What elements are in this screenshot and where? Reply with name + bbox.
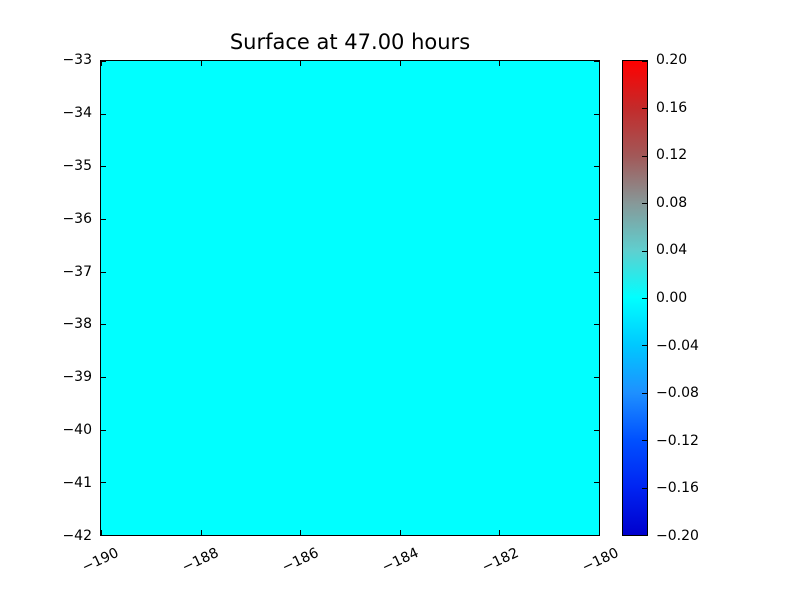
y-tick-mark bbox=[594, 113, 599, 115]
colorbar-tick-label: −0.20 bbox=[656, 527, 699, 544]
y-tick-mark bbox=[594, 166, 599, 168]
colorbar-tick-label: 0.00 bbox=[656, 289, 688, 306]
y-tick-mark bbox=[642, 108, 647, 110]
x-tick-mark bbox=[599, 61, 600, 66]
x-tick-mark bbox=[300, 530, 302, 535]
y-tick-label: −33 bbox=[62, 52, 92, 68]
y-tick-mark bbox=[594, 376, 599, 378]
x-axis-tick-labels: −190 −188 −186 −184 −182 −180 bbox=[79, 537, 621, 582]
colorbar-tick-label: 0.04 bbox=[656, 242, 688, 259]
y-tick-mark bbox=[642, 250, 647, 252]
x-tick-label: −184 bbox=[379, 545, 421, 576]
colorbar-tick-label: −0.16 bbox=[656, 480, 699, 497]
colorbar-tick-labels: 0.20 0.16 0.12 0.08 0.04 0.00 −0.04 −0.0… bbox=[656, 51, 699, 545]
y-tick-mark bbox=[642, 345, 647, 347]
y-tick-mark bbox=[642, 203, 647, 205]
x-tick-mark bbox=[200, 530, 202, 535]
x-tick-mark bbox=[200, 61, 202, 66]
y-tick-mark bbox=[101, 376, 106, 378]
colorbar-tick-label: 0.08 bbox=[656, 194, 688, 211]
y-tick-mark bbox=[594, 271, 599, 273]
y-axis-tick-labels: −33 −34 −35 −36 −37 −38 −39 −40 −41 −42 bbox=[0, 51, 92, 545]
colorbar-tick-label: 0.12 bbox=[656, 147, 688, 164]
y-tick-mark bbox=[101, 218, 106, 220]
y-tick-mark bbox=[594, 429, 599, 431]
colorbar-tick-label: 0.16 bbox=[656, 99, 688, 116]
y-tick-mark bbox=[101, 61, 106, 62]
y-tick-label: −37 bbox=[62, 263, 92, 280]
y-tick-mark bbox=[642, 61, 647, 62]
y-tick-mark bbox=[594, 218, 599, 220]
colorbar-tick-label: 0.20 bbox=[656, 52, 688, 68]
y-tick-label: −42 bbox=[62, 527, 92, 544]
x-tick-mark bbox=[101, 530, 102, 535]
y-tick-mark bbox=[642, 487, 647, 489]
x-tick-label: −180 bbox=[579, 545, 621, 576]
y-tick-mark bbox=[101, 324, 106, 326]
x-tick-mark bbox=[499, 61, 501, 66]
y-tick-label: −41 bbox=[62, 475, 92, 491]
y-tick-mark bbox=[594, 61, 599, 62]
x-tick-mark bbox=[300, 61, 302, 66]
y-tick-label: −38 bbox=[62, 316, 92, 333]
x-tick-label: −182 bbox=[479, 545, 521, 576]
y-tick-mark bbox=[101, 166, 106, 168]
x-tick-mark bbox=[399, 61, 401, 66]
y-tick-mark bbox=[642, 155, 647, 157]
x-tick-mark bbox=[101, 61, 102, 66]
colorbar-tick-label: −0.04 bbox=[656, 337, 699, 354]
y-tick-mark bbox=[642, 440, 647, 442]
y-tick-mark bbox=[101, 271, 106, 273]
colorbar-tick-label: −0.08 bbox=[656, 385, 699, 402]
y-tick-mark bbox=[594, 535, 599, 536]
colorbar-gradient bbox=[622, 60, 648, 536]
x-tick-mark bbox=[599, 530, 600, 535]
x-tick-label: −188 bbox=[179, 545, 221, 576]
y-tick-mark bbox=[642, 535, 647, 536]
y-tick-label: −36 bbox=[62, 210, 92, 227]
x-tick-label: −186 bbox=[279, 545, 321, 576]
plot-area bbox=[100, 60, 600, 536]
x-tick-mark bbox=[399, 530, 401, 535]
y-tick-mark bbox=[642, 392, 647, 394]
x-tick-mark bbox=[499, 530, 501, 535]
y-tick-label: −39 bbox=[62, 369, 92, 386]
y-tick-label: −40 bbox=[62, 422, 92, 439]
y-tick-mark bbox=[101, 113, 106, 115]
y-tick-mark bbox=[101, 429, 106, 431]
y-tick-mark bbox=[101, 482, 106, 484]
y-tick-label: −34 bbox=[62, 104, 92, 121]
y-tick-mark bbox=[101, 535, 106, 536]
x-tick-label: −190 bbox=[79, 545, 121, 576]
y-tick-label: −35 bbox=[62, 157, 92, 174]
colorbar-tick-label: −0.12 bbox=[656, 432, 699, 449]
y-tick-mark bbox=[594, 324, 599, 326]
chart-title: Surface at 47.00 hours bbox=[229, 30, 471, 54]
y-tick-mark bbox=[642, 298, 647, 299]
y-tick-mark bbox=[594, 482, 599, 484]
